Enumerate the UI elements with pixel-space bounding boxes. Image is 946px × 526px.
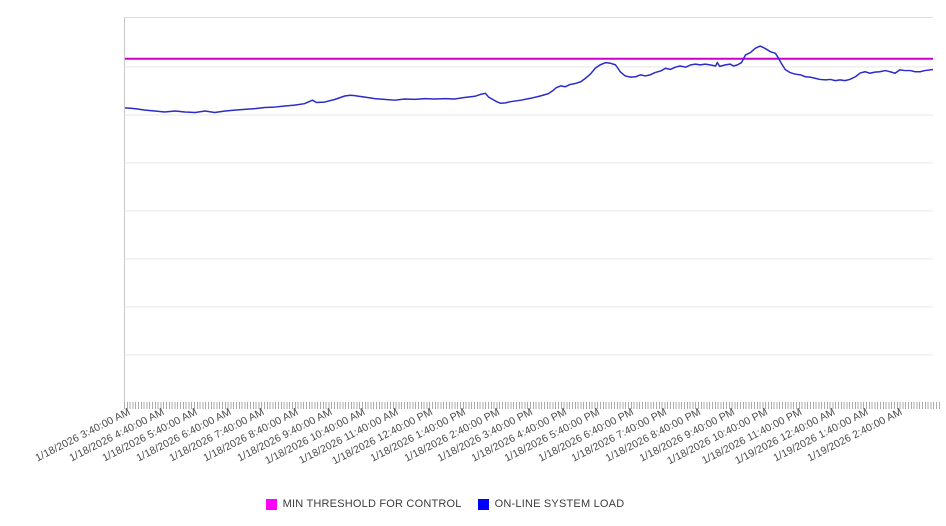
x-tick-label: 1/18/2026 7:40:00 AM	[167, 406, 267, 465]
x-tick-label: 1/18/2026 2:40:00 PM	[402, 406, 502, 465]
x-tick-label: 1/18/2026 4:40:00 PM	[469, 406, 569, 465]
x-tick-label: 1/18/2026 4:40:00 AM	[67, 406, 167, 465]
legend-item-online-system-load[interactable]: ON-LINE SYSTEM LOAD	[477, 498, 625, 510]
legend-label: ON-LINE SYSTEM LOAD	[494, 498, 625, 510]
x-tick-label: 1/19/2026 1:40:00 AM	[771, 406, 871, 465]
x-tick-label: 1/18/2026 1:40:00 PM	[368, 406, 468, 465]
x-tick-label: 1/19/2026 2:40:00 AM	[805, 406, 905, 465]
x-tick-label: 1/18/2026 10:40:00 PM	[665, 406, 770, 468]
x-tick-label: 1/19/2026 12:40:00 AM	[732, 406, 838, 467]
x-tick-label: 1/18/2026 9:40:00 AM	[234, 406, 334, 465]
legend-label: MIN THRESHOLD FOR CONTROL	[282, 498, 462, 510]
x-tick-label: 1/18/2026 12:40:00 PM	[329, 406, 435, 468]
x-tick-label: 1/18/2026 9:40:00 PM	[637, 406, 737, 465]
x-tick-label: 1/18/2026 11:40:00 AM	[297, 406, 401, 467]
x-tick-label: 1/18/2026 3:40:00 AM	[33, 406, 133, 465]
x-tick-label: 1/18/2026 6:40:00 PM	[536, 406, 636, 465]
x-tick-label: 1/18/2026 5:40:00 PM	[502, 406, 603, 465]
x-tick-label: 1/18/2026 11:40:00 PM	[699, 406, 804, 467]
x-tick-label: 1/18/2026 5:40:00 AM	[100, 406, 200, 465]
legend-item-min-threshold[interactable]: MIN THRESHOLD FOR CONTROL	[265, 498, 462, 510]
chart-canvas	[125, 45, 933, 356]
plot-area[interactable]	[124, 17, 933, 402]
legend-swatch-magenta-icon	[265, 498, 277, 510]
legend-swatch-blue-icon	[477, 498, 489, 510]
chart-legend: MIN THRESHOLD FOR CONTROL ON-LINE SYSTEM…	[0, 498, 918, 510]
x-tick-label: 1/18/2026 6:40:00 AM	[134, 406, 234, 465]
x-tick-label: 1/18/2026 8:40:00 PM	[603, 406, 703, 465]
x-axis-minor-ticks	[124, 402, 941, 409]
x-tick-label: 1/18/2026 7:40:00 PM	[569, 406, 670, 465]
x-tick-label: 1/18/2026 10:40:00 AM	[263, 406, 368, 467]
x-tick-label: 1/18/2026 3:40:00 PM	[435, 406, 536, 465]
online-system-load-line	[125, 45, 933, 114]
x-tick-label: 1/18/2026 8:40:00 AM	[201, 406, 301, 465]
